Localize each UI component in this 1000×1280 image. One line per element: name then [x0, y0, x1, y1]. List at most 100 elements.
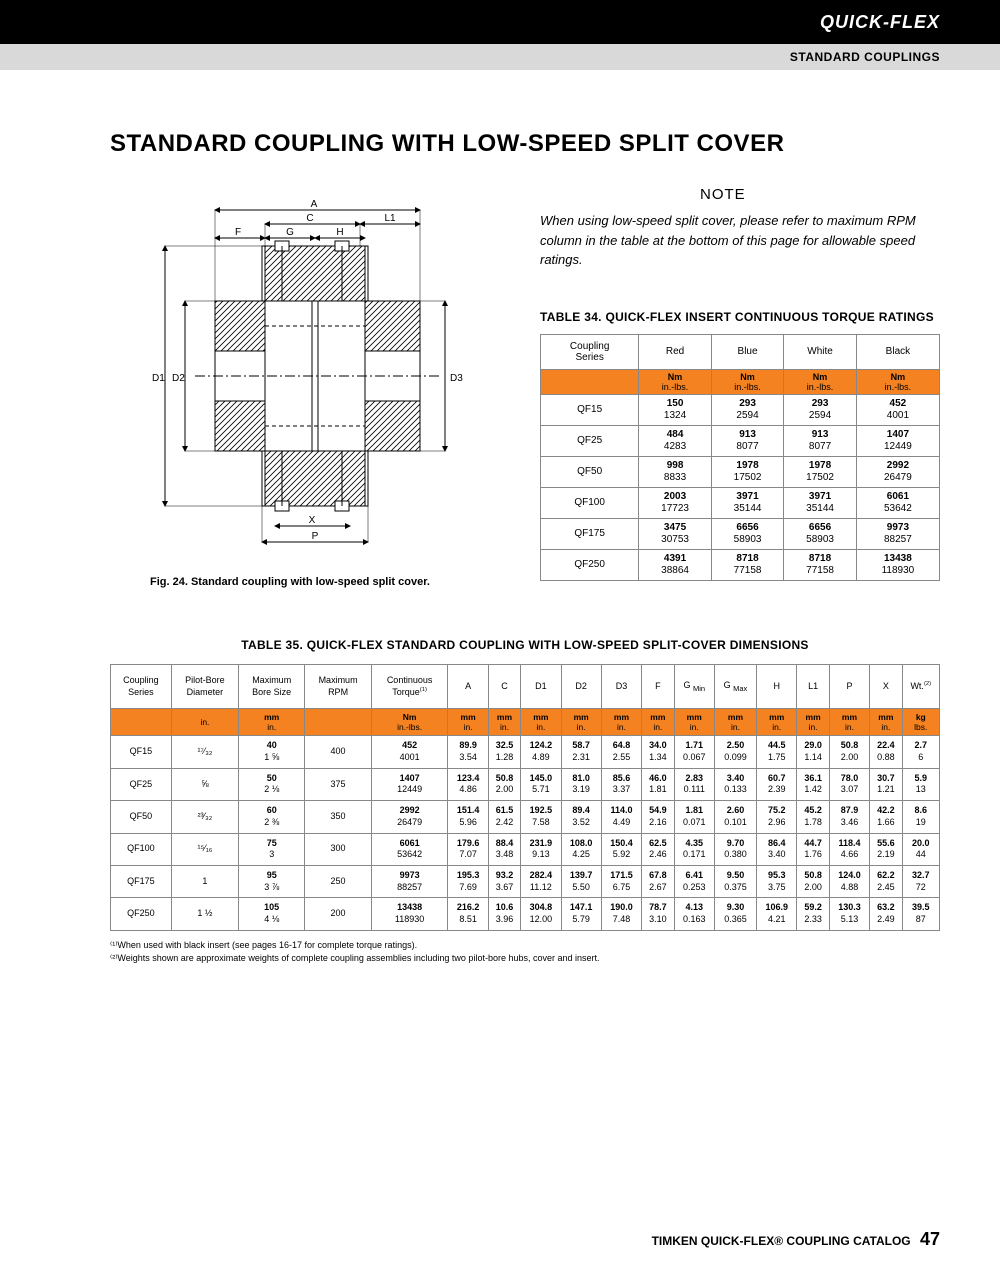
svg-text:D1: D1 — [152, 373, 165, 384]
table-cell: 30.71.21 — [870, 768, 902, 800]
table-cell: ¹⁷⁄₃₂ — [171, 736, 238, 768]
table35-header: A — [448, 665, 488, 709]
table-cell: 63.22.49 — [870, 898, 902, 930]
table35-header: Wt.(2) — [902, 665, 939, 709]
table-cell: 953 ⅞ — [239, 865, 305, 897]
table-cell: 67.82.67 — [642, 865, 674, 897]
table-cell: 665658903 — [784, 518, 857, 549]
section-label: STANDARD COUPLINGS — [790, 50, 940, 64]
table-cell: 299226479 — [856, 456, 939, 487]
svg-text:D2: D2 — [172, 373, 185, 384]
table-cell: 9.500.375 — [714, 865, 756, 897]
page-footer: TIMKEN QUICK-FLEX® COUPLING CATALOG 47 — [652, 1229, 940, 1250]
table-cell: 4844283 — [639, 425, 712, 456]
table-cell: 89.93.54 — [448, 736, 488, 768]
table-cell: QF15 — [111, 736, 172, 768]
table35-header: H — [757, 665, 797, 709]
table34-header: White — [784, 334, 857, 369]
table-cell: 304.812.00 — [521, 898, 561, 930]
table-cell: 20.044 — [902, 833, 939, 865]
table35-header: CouplingSeries — [111, 665, 172, 709]
table-cell: 300 — [305, 833, 371, 865]
table-cell: 50.82.00 — [829, 736, 869, 768]
table35-header: C — [488, 665, 520, 709]
table-cell: 216.28.51 — [448, 898, 488, 930]
table-cell: 147.15.79 — [561, 898, 601, 930]
table-cell: 9138077 — [711, 425, 784, 456]
table-cell: 32.772 — [902, 865, 939, 897]
table-cell: ²³⁄₃₂ — [171, 801, 238, 833]
table-cell: 39.587 — [902, 898, 939, 930]
table-cell: 151.45.96 — [448, 801, 488, 833]
table-cell: 179.67.07 — [448, 833, 488, 865]
table-cell: 2.830.111 — [674, 768, 714, 800]
table-cell: 9988833 — [639, 456, 712, 487]
table-cell: 1054 ⅛ — [239, 898, 305, 930]
table-cell: 42.21.66 — [870, 801, 902, 833]
figure-caption: Fig. 24. Standard coupling with low-spee… — [150, 576, 510, 588]
footnotes: ⁽¹⁾When used with black insert (see page… — [110, 939, 940, 966]
table35-header: MaximumRPM — [305, 665, 371, 709]
table-cell: 1501324 — [639, 394, 712, 425]
table-cell: 282.411.12 — [521, 865, 561, 897]
table-cell: 130.35.13 — [829, 898, 869, 930]
table35-header: D3 — [601, 665, 641, 709]
table-cell: ¹⁵⁄₁₆ — [171, 833, 238, 865]
svg-text:L1: L1 — [384, 213, 396, 224]
table-cell: 36.11.42 — [797, 768, 829, 800]
table-cell: 140712449 — [371, 768, 448, 800]
table34-header: Red — [639, 334, 712, 369]
coupling-diagram: A C L1 F G H — [110, 186, 490, 566]
table-cell: 200317723 — [639, 487, 712, 518]
table-cell: 93.23.67 — [488, 865, 520, 897]
table-cell: 44.51.75 — [757, 736, 797, 768]
table-cell: 2932594 — [711, 394, 784, 425]
table-cell: 145.05.71 — [521, 768, 561, 800]
table-cell: 54.92.16 — [642, 801, 674, 833]
footnote-2: ⁽²⁾Weights shown are approximate weights… — [110, 952, 940, 966]
table-cell: 118.44.66 — [829, 833, 869, 865]
svg-text:G: G — [286, 227, 294, 238]
table-cell: 55.62.19 — [870, 833, 902, 865]
table-cell: QF25 — [541, 425, 639, 456]
table-cell: 200 — [305, 898, 371, 930]
table-cell: 78.03.07 — [829, 768, 869, 800]
table35-title: TABLE 35. QUICK-FLEX STANDARD COUPLING W… — [110, 638, 940, 652]
table-cell: 50.82.00 — [488, 768, 520, 800]
table-cell: 3.400.133 — [714, 768, 756, 800]
table35-header: D2 — [561, 665, 601, 709]
table-cell: 139.75.50 — [561, 865, 601, 897]
table-cell: 9.700.380 — [714, 833, 756, 865]
table-cell: 192.57.58 — [521, 801, 561, 833]
table-cell: 88.43.48 — [488, 833, 520, 865]
table-cell: 171.56.75 — [601, 865, 641, 897]
header-gray-bar: STANDARD COUPLINGS — [0, 44, 1000, 70]
table-cell: 397135144 — [784, 487, 857, 518]
table-cell: 375 — [305, 768, 371, 800]
table35-header: Pilot-BoreDiameter — [171, 665, 238, 709]
table35-header: ContinuousTorque(1) — [371, 665, 448, 709]
table-cell: 665658903 — [711, 518, 784, 549]
table-cell: 108.04.25 — [561, 833, 601, 865]
table-cell: 85.63.37 — [601, 768, 641, 800]
table-cell: 59.22.33 — [797, 898, 829, 930]
table-cell: 140712449 — [856, 425, 939, 456]
table-cell: 75.22.96 — [757, 801, 797, 833]
table-cell: 602 ⅜ — [239, 801, 305, 833]
table35-header: G Max — [714, 665, 756, 709]
table35-header: D1 — [521, 665, 561, 709]
table-cell: 22.40.88 — [870, 736, 902, 768]
table-cell: 2.76 — [902, 736, 939, 768]
svg-text:F: F — [235, 227, 241, 238]
table-cell: 6.410.253 — [674, 865, 714, 897]
table-cell: 350 — [305, 801, 371, 833]
table35-header: P — [829, 665, 869, 709]
svg-text:A: A — [311, 199, 318, 210]
table-cell: 871877158 — [711, 549, 784, 580]
table-cell: 231.99.13 — [521, 833, 561, 865]
table-cell: 401 ⅝ — [239, 736, 305, 768]
table-cell: 190.07.48 — [601, 898, 641, 930]
table-cell: 62.52.46 — [642, 833, 674, 865]
table-cell: 4.130.163 — [674, 898, 714, 930]
table-cell: 45.21.78 — [797, 801, 829, 833]
